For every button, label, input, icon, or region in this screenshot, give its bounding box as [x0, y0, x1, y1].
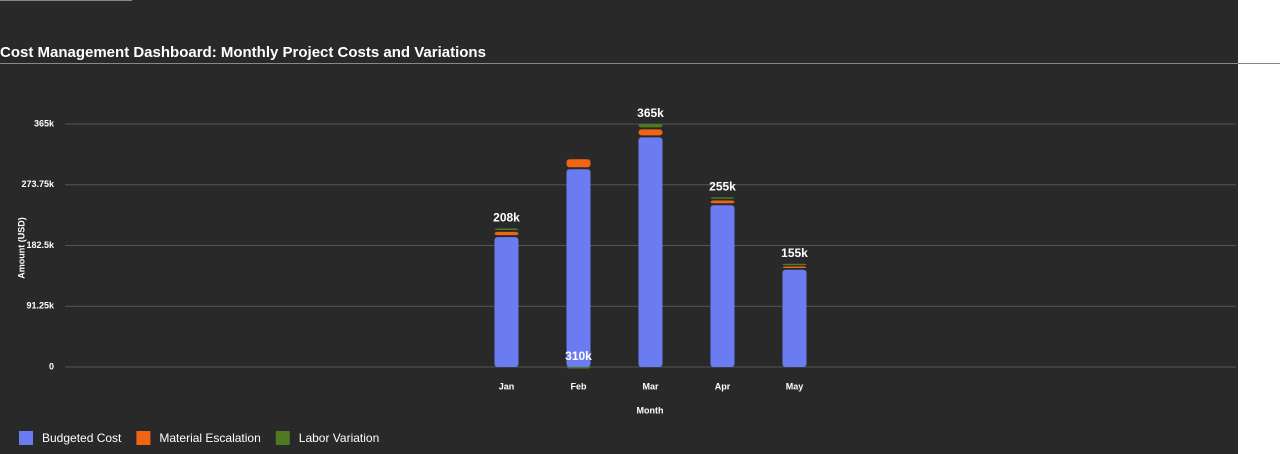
- x-tick-label: Feb: [570, 381, 587, 391]
- bar-segment: [638, 137, 663, 367]
- total-label: 365k: [637, 106, 664, 120]
- y-tick-label: 91.25k: [26, 301, 55, 311]
- legend-swatch: [19, 431, 33, 445]
- bar-segment: [494, 228, 519, 231]
- bar-segment: [710, 200, 735, 204]
- legend-label: Labor Variation: [299, 431, 380, 445]
- total-label: 310k: [565, 349, 592, 363]
- legend-label: Budgeted Cost: [42, 431, 122, 445]
- y-axis-label: Amount (USD): [16, 217, 26, 279]
- y-tick-label: 365k: [34, 118, 55, 128]
- total-label: 255k: [709, 179, 736, 193]
- x-tick-label: Jan: [499, 381, 515, 391]
- x-tick-label: Apr: [715, 381, 731, 391]
- total-label: 155k: [781, 246, 808, 260]
- bar-segment: [494, 237, 519, 367]
- bar-segment: [566, 169, 591, 367]
- bar-segment: [710, 197, 735, 199]
- bar-segment: [638, 129, 663, 136]
- chart-title: Cost Management Dashboard: Monthly Proje…: [0, 44, 486, 61]
- y-tick-label: 182.5k: [26, 240, 55, 250]
- y-tick-label: 273.75k: [21, 179, 55, 189]
- total-label: 208k: [493, 211, 520, 225]
- x-axis-label: Month: [637, 405, 664, 415]
- bar-segment: [638, 124, 663, 128]
- background: [0, 0, 1238, 454]
- bar-segment: [782, 266, 807, 268]
- legend-swatch: [275, 431, 290, 445]
- bar-segment: [782, 263, 807, 266]
- bar-segment: [566, 159, 591, 168]
- x-tick-label: Mar: [642, 381, 659, 391]
- bar-segment: [782, 269, 807, 367]
- legend-swatch: [136, 431, 151, 445]
- bar-segment: [566, 367, 591, 369]
- bar-segment: [710, 205, 735, 367]
- bar-segment: [494, 231, 519, 236]
- legend-label: Material Escalation: [159, 431, 260, 445]
- y-tick-label: 0: [49, 361, 54, 371]
- x-tick-label: May: [786, 381, 804, 391]
